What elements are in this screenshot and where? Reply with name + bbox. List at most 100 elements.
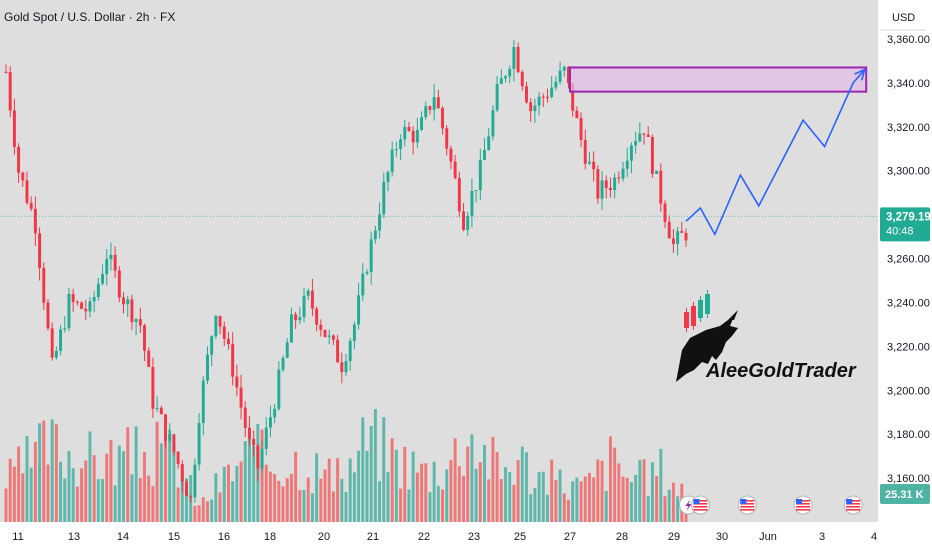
volume-bar [151, 486, 155, 522]
candle-body [541, 96, 545, 98]
us-flag-icon[interactable] [737, 495, 757, 515]
volume-bar [625, 477, 629, 522]
candle-body [428, 106, 432, 110]
time-tick-label: 3 [819, 531, 825, 543]
volume-bar [159, 443, 163, 522]
candle-body [185, 481, 188, 496]
candle-body [310, 290, 314, 309]
volume-bar [109, 440, 113, 522]
candle-body [143, 325, 146, 351]
candle-body [558, 70, 562, 82]
flag-stripe [846, 500, 861, 502]
volume-bar [315, 453, 319, 522]
candle-body [214, 315, 218, 337]
volume-bar [281, 486, 285, 522]
volume-bar [592, 477, 596, 522]
volume-bar [59, 461, 63, 522]
volume-bar [42, 420, 46, 522]
us-flag-icon[interactable] [843, 495, 863, 515]
volume-bar [671, 482, 675, 522]
candle-body [424, 106, 428, 118]
volume-bar [260, 429, 264, 522]
candle-body [138, 319, 142, 326]
candle-body [113, 254, 117, 271]
candle-body [88, 301, 92, 312]
time-tick-label: 11 [12, 531, 23, 543]
volume-bar [84, 460, 88, 522]
candle-body [394, 149, 398, 151]
volume-bar [621, 476, 625, 522]
time-tick-label: 15 [168, 531, 180, 543]
volume-bar [327, 458, 331, 522]
time-tick-label: 27 [564, 531, 576, 543]
volume-bar [525, 452, 528, 522]
volume-bar [361, 417, 365, 522]
candle-body [357, 295, 361, 325]
volume-bar [176, 487, 180, 522]
volume-bar [105, 453, 109, 522]
resistance-zone[interactable] [569, 66, 868, 93]
candle-body [667, 221, 671, 239]
us-flag-icon[interactable] [690, 495, 710, 515]
volume-bar [558, 469, 562, 522]
candle-body [222, 326, 226, 339]
candle-body [487, 136, 491, 150]
candle-body [567, 66, 570, 84]
candle-body [604, 180, 608, 188]
us-flag-icon[interactable] [793, 495, 813, 515]
volume-bar [474, 468, 478, 522]
economic-event-markers[interactable] [678, 495, 863, 515]
currency-label[interactable]: USD [892, 12, 915, 24]
volume-bar [33, 441, 37, 522]
candle-body [407, 126, 411, 131]
volume-bar [373, 408, 377, 522]
flag-stripe [693, 503, 708, 505]
volume-bar [17, 446, 21, 522]
time-tick-label: 20 [318, 531, 330, 543]
flag-stripe [740, 500, 755, 502]
current-price-badge [880, 207, 930, 242]
candle-body [680, 231, 684, 233]
candle-body [84, 308, 88, 312]
candle-body [642, 133, 646, 135]
candle-body [432, 97, 436, 110]
volume-bar [575, 477, 579, 522]
candle-body [201, 380, 205, 424]
candle-body [33, 208, 37, 234]
candle-body [629, 145, 633, 161]
watermark-logo: AleeGoldTrader [676, 290, 857, 382]
volume-bar [147, 475, 151, 522]
volume-bar [185, 478, 188, 522]
candle-body [247, 427, 251, 439]
volume-bar [222, 466, 226, 522]
candle-body [420, 117, 424, 130]
time-tick-label: 23 [468, 531, 480, 543]
volume-bar [466, 446, 470, 522]
time-tick-label: 16 [218, 531, 230, 543]
volume-bar [8, 458, 12, 522]
candle-body [50, 328, 54, 358]
volume-bar [499, 479, 503, 522]
price-axis[interactable]: USD 3,360.003,340.003,320.003,300.003,28… [880, 12, 931, 504]
candle-body [520, 72, 524, 87]
volume-bar [453, 438, 457, 522]
candle-body [243, 407, 247, 428]
volume-bar [587, 472, 591, 522]
candle-body [29, 202, 33, 209]
projection-path[interactable] [685, 69, 866, 237]
time-axis[interactable]: 11 13 14 15 16 18 20 21 22 23 25 27 28 29 30 Jun 3 4 [12, 531, 877, 543]
volume-bar [659, 448, 663, 522]
candle-body [483, 149, 486, 160]
candle-body [533, 105, 537, 112]
candle-body [587, 161, 591, 164]
flag-stripe [796, 500, 811, 502]
candle-body [512, 47, 516, 69]
flag-stripe [740, 506, 755, 508]
candle-body [256, 445, 260, 469]
volume-bar [394, 449, 398, 522]
current-price-value: 3,279.19 [886, 211, 931, 223]
volume-bar [336, 458, 340, 522]
volume-bar [613, 447, 617, 522]
